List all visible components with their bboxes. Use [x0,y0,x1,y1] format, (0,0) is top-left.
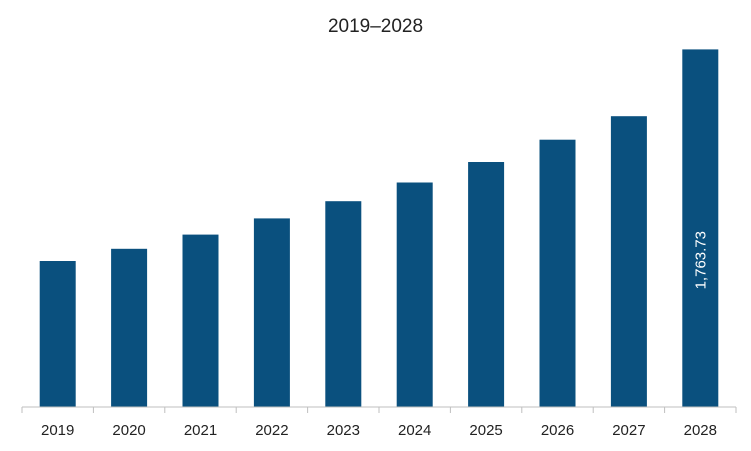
bar-2025 [468,162,505,407]
x-tick-label-2019: 2019 [41,422,74,439]
bar-2023 [325,201,362,407]
bar-2027 [610,116,647,407]
bar-2021 [182,234,219,407]
x-axis-tick-labels: 2019 2020 2021 2022 2023 2024 2025 2026 2027 2028 [41,422,717,439]
chart-title: 2019–2028 [327,16,424,37]
bar-2019 [39,261,76,407]
x-tick-label-2021: 2021 [184,422,217,439]
bar-group [39,49,719,408]
bar-2026 [539,139,576,407]
data-label-2028: 1,763.73 [692,231,709,289]
bar-2024 [396,182,433,407]
x-tick-label-2022: 2022 [255,422,288,439]
data-labels: 1,763.73 [692,231,709,289]
x-tick-label-2025: 2025 [469,422,502,439]
bar-2020 [111,248,148,407]
x-tick-label-2023: 2023 [327,422,360,439]
bar-2022 [253,218,290,407]
x-tick-label-2020: 2020 [112,422,145,439]
x-tick-label-2024: 2024 [398,422,431,439]
x-tick-label-2028: 2028 [684,422,717,439]
x-tick-label-2027: 2027 [612,422,645,439]
bar-2028 [682,49,719,408]
x-axis-ticks [21,407,737,413]
x-tick-label-2026: 2026 [541,422,574,439]
